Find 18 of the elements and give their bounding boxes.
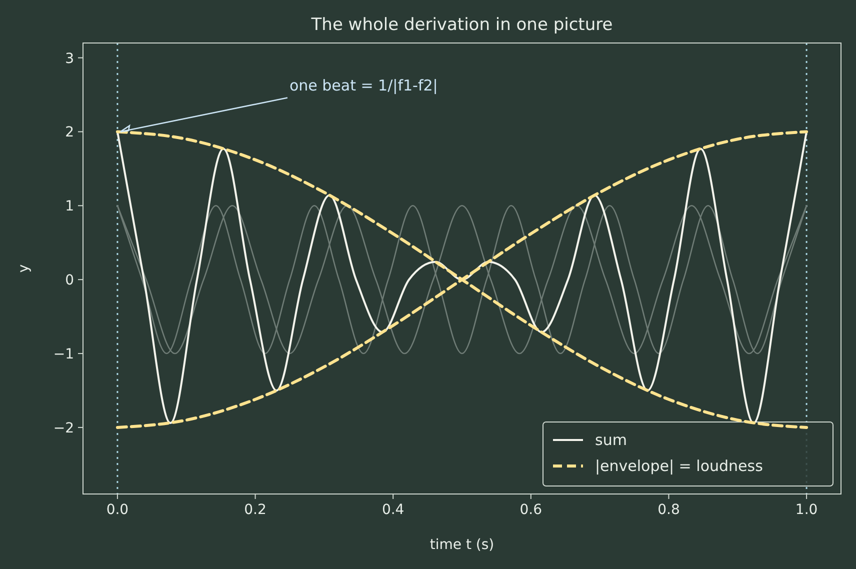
annotation: one beat = 1/|f1-f2|	[289, 76, 438, 95]
y-tick-label: 3	[65, 50, 74, 67]
x-axis-title: time t (s)	[430, 537, 494, 553]
legend-label: sum	[595, 431, 627, 449]
y-axis-title: y	[16, 264, 32, 273]
y-tick-label: −1	[53, 346, 74, 363]
legend-label: |envelope| = loudness	[595, 457, 764, 475]
y-tick-label: 0	[65, 272, 74, 289]
y-tick-label: 1	[65, 198, 74, 215]
chart-title: The whole derivation in one picture	[310, 15, 613, 35]
x-tick-label: 0.6	[520, 502, 542, 518]
x-tick-label: 0.8	[658, 502, 680, 518]
y-tick-label: −2	[53, 420, 74, 436]
x-tick-label: 0.4	[382, 502, 404, 518]
x-tick-label: 0.0	[106, 502, 129, 518]
x-tick-label: 0.2	[244, 502, 266, 518]
x-tick-label: 1.0	[795, 502, 818, 518]
y-tick-label: 2	[65, 124, 74, 141]
